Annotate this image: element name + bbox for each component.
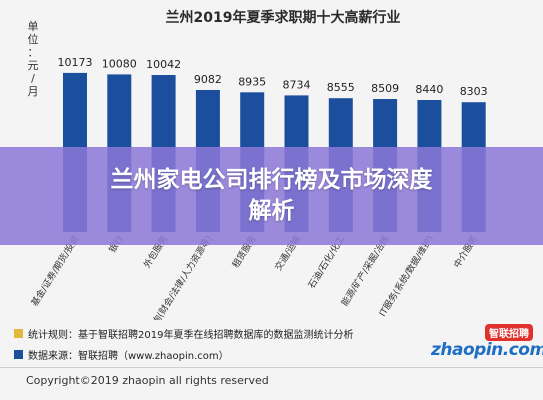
category-label: 专业服务/咨询(财会/法律/人力资源等) (124, 233, 214, 320)
value-label: 8734 (283, 78, 311, 91)
zhaopin-logo: 智联招聘 zhaopin.com (427, 322, 543, 364)
legend-rule: 统计规则：基于智联招聘2019年夏季在线招聘数据库的数据监测统计分析 (14, 326, 353, 341)
banner-title: 兰州家电公司排行榜及市场深度解析 (110, 167, 433, 224)
y-axis-label-char: 位 (28, 32, 39, 46)
value-label: 8303 (460, 85, 488, 98)
y-axis-label-char: 月 (28, 85, 39, 98)
category-labels-group: 基金/证券/期货/投资银行外包服务专业服务/咨询(财会/法律/人力资源等)租赁服… (28, 233, 480, 320)
chart-title: 兰州2019年夏季求职期十大高薪行业 (166, 9, 401, 26)
logo-word: zhaopin.com (431, 340, 543, 360)
copyright-text: Copyright©2019 zhaopin all rights reserv… (26, 374, 269, 387)
value-label: 10042 (146, 58, 181, 71)
value-labels-group: 10173 10080 10042 9082 8935 8734 8555 8509 8440 8… (58, 56, 488, 98)
overlay-banner: 兰州家电公司排行榜及市场深度解析 (0, 147, 543, 245)
y-axis-label-char: 单 (28, 20, 39, 33)
value-label: 9082 (194, 73, 222, 86)
legend-source-swatch (14, 350, 23, 359)
legend-source-text: 数据来源：智联招聘（www.zhaopin.com） (28, 351, 229, 362)
value-label: 10080 (102, 57, 137, 70)
legend-rule-text: 统计规则：基于智联招聘2019年夏季在线招聘数据库的数据监测统计分析 (28, 330, 354, 341)
legend-rule-swatch (14, 329, 23, 338)
value-label: 10173 (58, 56, 93, 69)
y-axis-label: 单位：元/月 (28, 20, 39, 98)
value-label: 8509 (371, 82, 399, 95)
value-label: 8555 (327, 81, 355, 94)
value-label: 8440 (415, 83, 443, 96)
y-axis-label-char: ： (28, 46, 39, 59)
y-axis-label-char: / (31, 72, 35, 85)
legend-source: 数据来源：智联招聘（www.zhaopin.com） (14, 347, 229, 362)
footer-divider (0, 367, 543, 368)
y-axis-label-char: 元 (28, 59, 39, 72)
logo-badge: 智联招聘 (485, 324, 533, 341)
value-label: 8935 (238, 75, 266, 88)
